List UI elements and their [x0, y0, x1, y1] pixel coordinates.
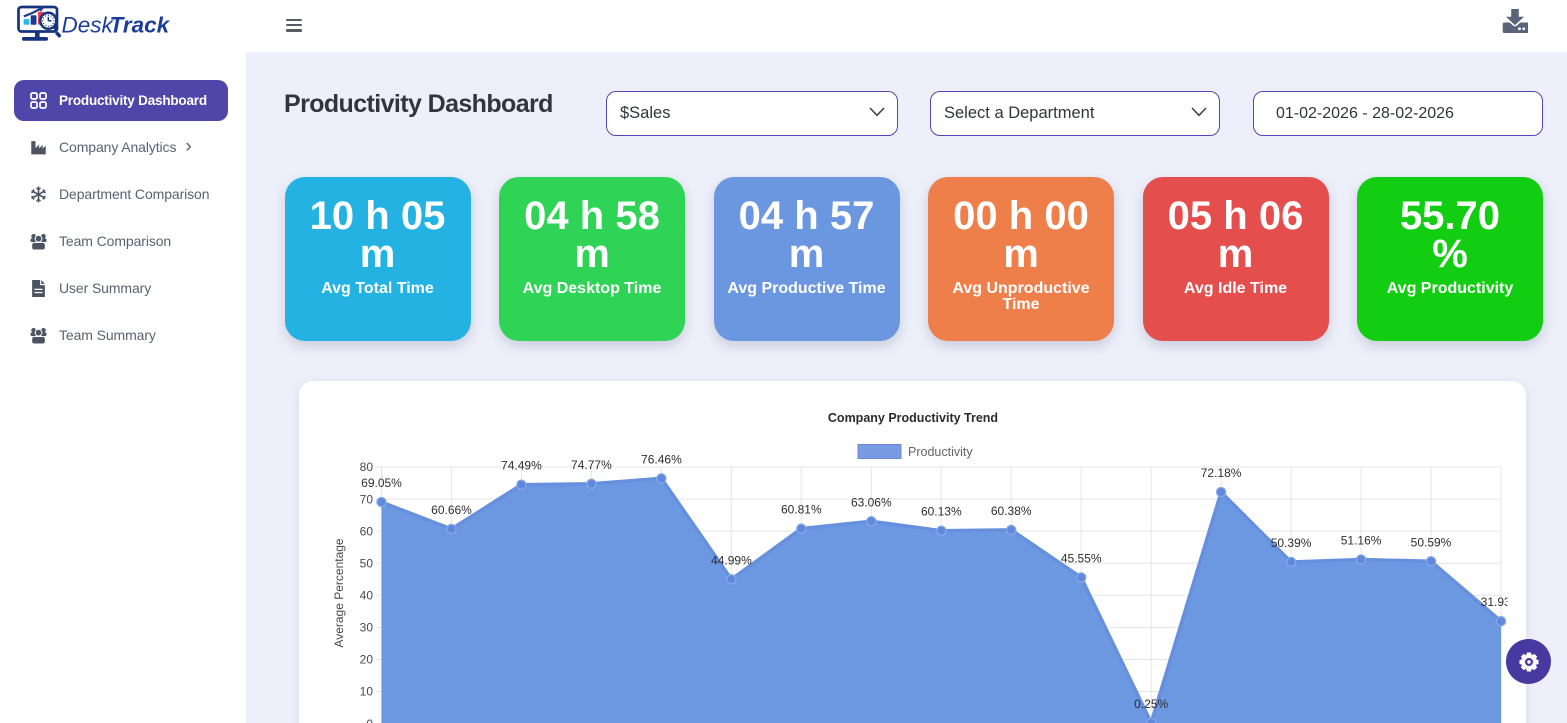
svg-text:50.59%: 50.59% [1411, 535, 1452, 549]
svg-text:60.66%: 60.66% [431, 503, 472, 517]
svg-text:20: 20 [360, 653, 374, 667]
svg-text:Desk: Desk [62, 13, 115, 38]
svg-text:69.05%: 69.05% [361, 476, 402, 490]
svg-text:60.38%: 60.38% [991, 504, 1032, 518]
svg-text:Average Percentage: Average Percentage [332, 538, 346, 648]
svg-text:50.39%: 50.39% [1271, 536, 1312, 550]
svg-text:0: 0 [366, 717, 373, 723]
svg-text:31.93%: 31.93% [1481, 595, 1522, 609]
svg-text:45.55%: 45.55% [1061, 552, 1102, 566]
svg-text:72.18%: 72.18% [1201, 466, 1242, 480]
svg-text:Company Productivity Trend: Company Productivity Trend [828, 411, 998, 425]
svg-text:80: 80 [360, 460, 374, 474]
svg-text:51.16%: 51.16% [1341, 534, 1382, 548]
svg-text:74.49%: 74.49% [501, 459, 542, 473]
svg-text:63.06%: 63.06% [851, 495, 892, 509]
svg-text:0.25%: 0.25% [1134, 697, 1168, 711]
svg-text:60: 60 [360, 524, 374, 538]
svg-text:70: 70 [360, 492, 374, 506]
svg-text:30: 30 [360, 621, 374, 635]
svg-text:10: 10 [360, 685, 374, 699]
svg-text:60.81%: 60.81% [781, 503, 822, 517]
svg-text:Productivity: Productivity [908, 445, 973, 459]
svg-text:Track: Track [110, 13, 171, 38]
svg-text:74.77%: 74.77% [571, 458, 612, 472]
svg-text:44.99%: 44.99% [711, 553, 752, 567]
svg-text:60.13%: 60.13% [921, 505, 962, 519]
svg-text:50: 50 [360, 556, 374, 570]
svg-text:76.46%: 76.46% [641, 452, 682, 466]
svg-text:40: 40 [360, 589, 374, 603]
